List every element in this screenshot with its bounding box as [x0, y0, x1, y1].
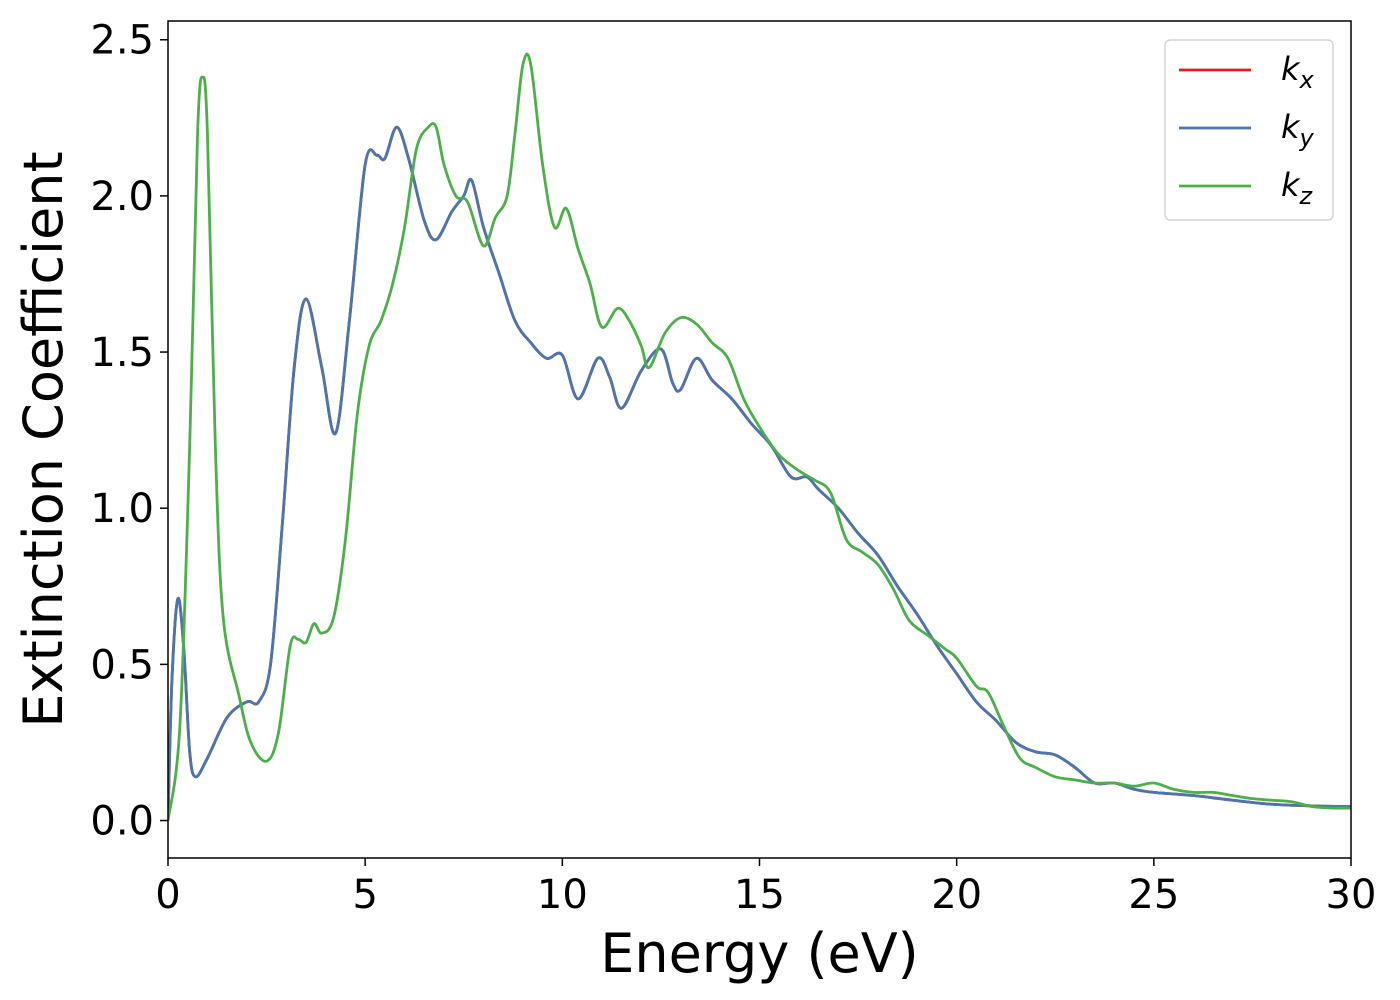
legend: kx ky kz [1164, 39, 1334, 221]
x-tick-label: 30 [1326, 872, 1377, 918]
y-tick-label: 1.0 [90, 486, 154, 532]
series-layer [168, 52, 1351, 821]
x-tick-label: 0 [155, 872, 180, 918]
series-line-ky [168, 125, 1351, 821]
x-tick-label: 5 [352, 872, 377, 918]
x-axis-label: Energy (eV) [600, 922, 919, 985]
x-tick-label: 25 [1128, 872, 1179, 918]
y-tick-label: 1.5 [90, 330, 154, 376]
series-line-kz [168, 52, 1351, 821]
legend-label-ky: ky [1281, 108, 1315, 152]
legend-label-kz: kz [1281, 166, 1314, 210]
y-tick-label: 0.0 [90, 799, 154, 845]
y-tick-label: 2.0 [90, 174, 154, 220]
legend-label-kx: kx [1281, 50, 1315, 94]
y-axis-ticks: 0.0 0.5 1.0 1.5 2.0 2.5 [90, 18, 168, 845]
x-axis-ticks: 0 5 10 15 20 25 30 [155, 858, 1376, 918]
x-tick-label: 10 [537, 872, 588, 918]
y-tick-label: 0.5 [90, 642, 154, 688]
legend-box [1164, 39, 1334, 221]
y-axis-label: Extinction Coefficient [12, 151, 75, 727]
x-tick-label: 20 [931, 872, 982, 918]
x-tick-label: 15 [734, 872, 785, 918]
y-tick-label: 2.5 [90, 18, 154, 64]
